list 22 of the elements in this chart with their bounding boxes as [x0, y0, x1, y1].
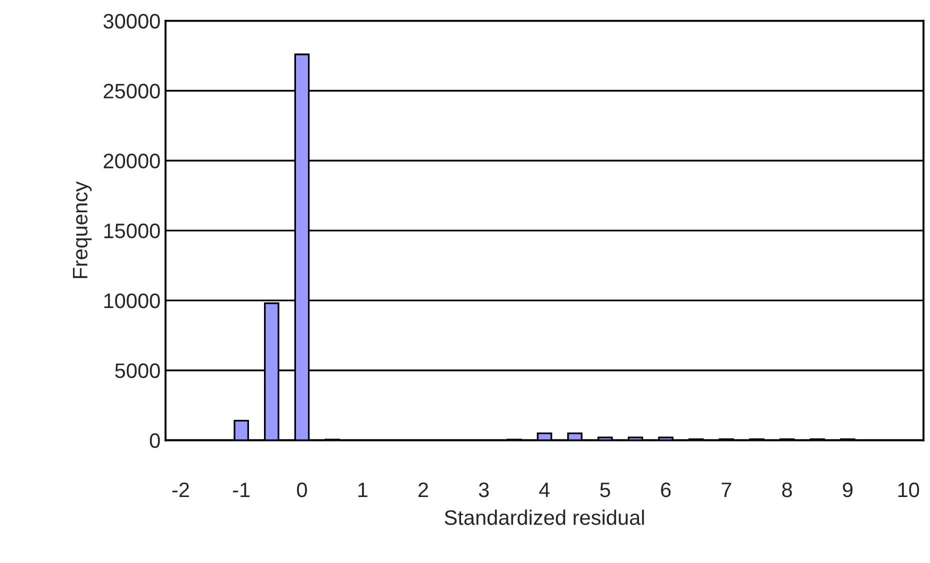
y-tick-label: 30000 [104, 14, 160, 29]
x-axis-title: Standardized residual [444, 510, 644, 525]
x-tick-label: 10 [898, 482, 920, 498]
y-tick-label: 20000 [104, 154, 160, 168]
x-tick-label: 0 [296, 482, 307, 498]
x-tick-label: 6 [661, 482, 671, 498]
x-tick-label: 1 [358, 482, 368, 498]
y-tick-label: 0 [150, 433, 160, 448]
y-tick-label: 5000 [115, 363, 160, 378]
y-axis-title: Frequency [72, 181, 92, 278]
x-tick-label: 8 [782, 482, 792, 498]
x-tick-label: 2 [418, 482, 428, 498]
x-tick-label: 4 [539, 482, 550, 498]
x-tick-label: -1 [233, 482, 250, 498]
x-tick-label: 9 [842, 482, 852, 498]
x-tick-label: 3 [478, 482, 489, 498]
y-tick-label: 10000 [104, 293, 160, 308]
y-tick-label: 15000 [104, 224, 160, 238]
y-tick-label: 25000 [104, 84, 160, 98]
x-tick-label: -2 [172, 482, 189, 498]
x-tick-label: 7 [722, 482, 732, 498]
x-tick-label: 5 [600, 482, 610, 498]
